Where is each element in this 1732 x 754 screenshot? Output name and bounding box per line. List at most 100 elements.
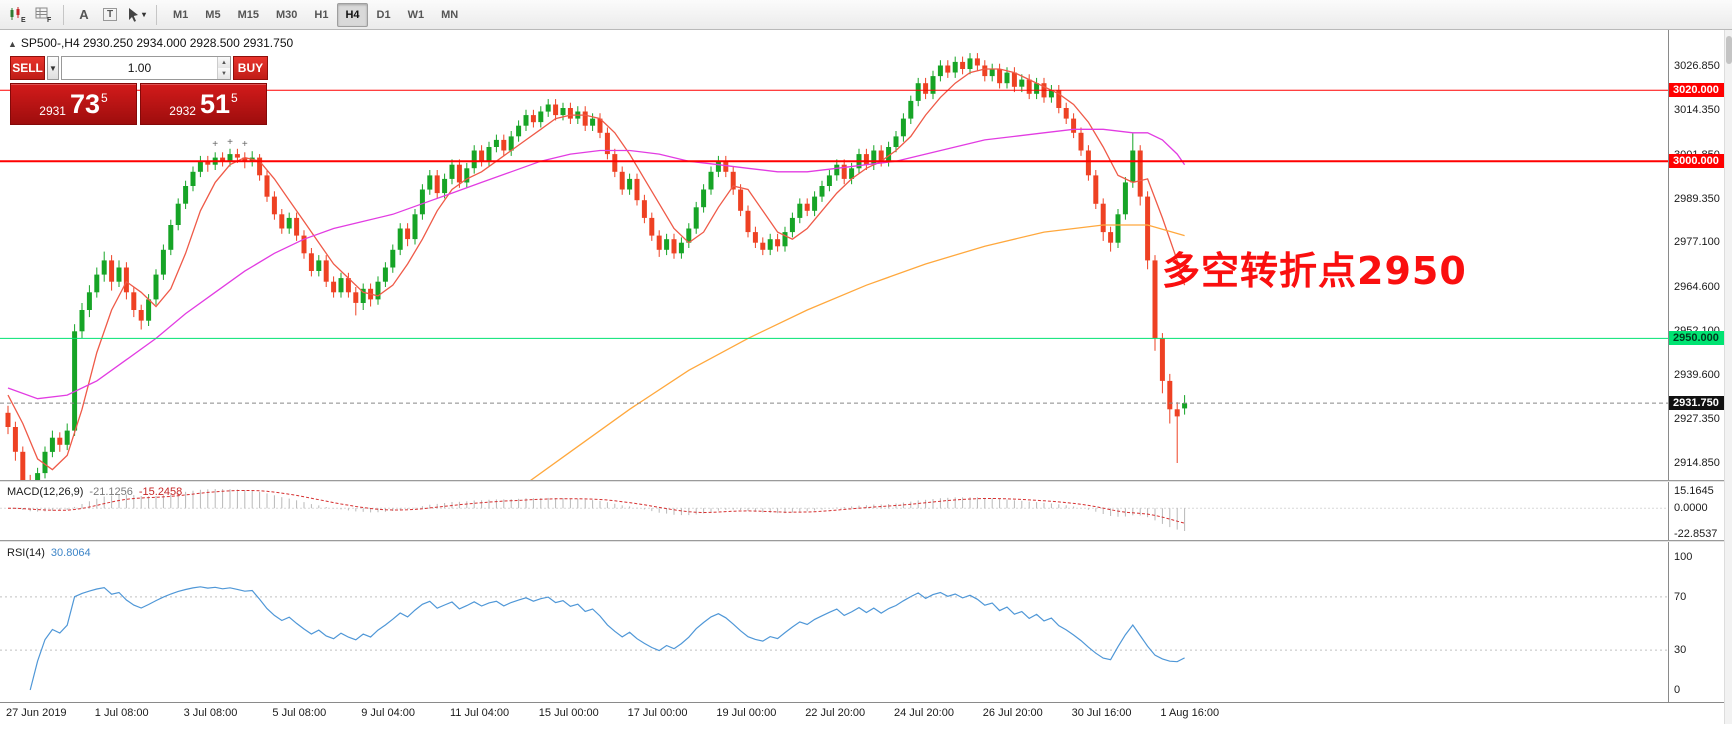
rsi-line bbox=[29, 586, 1185, 691]
volume-dropdown-button[interactable]: ▼ bbox=[47, 56, 59, 80]
candle-body bbox=[109, 260, 115, 282]
tf-button-m1[interactable]: M1 bbox=[173, 8, 189, 21]
price-axis[interactable]: 3026.8503014.3503001.8502989.3502977.100… bbox=[1668, 30, 1725, 724]
cursor-tool-button[interactable]: ▾ bbox=[124, 3, 148, 27]
candle-body bbox=[1108, 232, 1114, 243]
candle-body bbox=[1011, 72, 1017, 87]
candle-body bbox=[649, 217, 655, 236]
candle-body bbox=[1048, 90, 1054, 98]
stepper-down-icon[interactable]: ▼ bbox=[217, 68, 230, 79]
rsi-chart[interactable] bbox=[0, 542, 1668, 702]
macd-axis-label: 15.1645 bbox=[1674, 485, 1714, 497]
tf-button-m5[interactable]: M5 bbox=[205, 8, 221, 21]
candle-body bbox=[1167, 380, 1173, 410]
macd-axis-label: 0.0000 bbox=[1674, 502, 1708, 515]
candle-body bbox=[360, 288, 366, 303]
time-axis[interactable]: 27 Jun 2019 1 Jul 08:00 3 Jul 08:00 5 Jul 0… bbox=[0, 702, 1724, 724]
macd-axis-label: -22.8537 bbox=[1674, 528, 1718, 540]
candle-body bbox=[449, 164, 455, 179]
rsi-value: 30.8064 bbox=[50, 547, 91, 559]
time-label: 24 Jul 20:00 bbox=[894, 707, 954, 719]
ma-fast-line bbox=[7, 68, 1186, 471]
panel-splitter[interactable] bbox=[0, 540, 1724, 542]
candle-body bbox=[286, 217, 292, 229]
candle-body bbox=[723, 161, 729, 172]
time-label: 5 Jul 08:00 bbox=[272, 707, 327, 719]
time-label: 3 Jul 08:00 bbox=[183, 707, 238, 719]
candle-body bbox=[220, 157, 226, 162]
text-label-button[interactable]: A bbox=[79, 7, 89, 22]
rsi-axis-label: 30 bbox=[1674, 644, 1687, 657]
ma-slow-line bbox=[530, 224, 1185, 480]
candle-body bbox=[35, 473, 41, 480]
candle-body bbox=[205, 161, 211, 165]
volume-input[interactable] bbox=[61, 57, 217, 79]
buy-price-prefix: 2932 bbox=[169, 104, 196, 118]
price-axis-label: 3014.350 bbox=[1674, 104, 1720, 117]
main-chart[interactable]: + + + bbox=[0, 30, 1668, 480]
candle-body bbox=[886, 147, 892, 162]
candle-body bbox=[693, 207, 699, 229]
macd-indicator-label: MACD(12,26,9) -21.1256 -15.2458 bbox=[7, 486, 182, 498]
candle-body bbox=[1145, 196, 1151, 261]
candle-body bbox=[553, 104, 559, 116]
time-label: 15 Jul 00:00 bbox=[538, 707, 599, 719]
buy-price-tile[interactable]: 2932 51 5 bbox=[140, 83, 267, 125]
grid-button[interactable]: F bbox=[31, 3, 55, 27]
vertical-scrollbar[interactable] bbox=[1724, 30, 1732, 724]
panel-splitter[interactable] bbox=[0, 480, 1724, 482]
candle-body bbox=[86, 292, 92, 310]
sell-price-tile[interactable]: 2931 73 5 bbox=[10, 83, 137, 125]
candle-body bbox=[597, 118, 603, 133]
tf-button-mn[interactable]: MN bbox=[441, 8, 459, 21]
chart-title-text: SP500-,H4 2930.250 2934.000 2928.500 293… bbox=[20, 36, 294, 50]
candle-body bbox=[397, 228, 403, 250]
candle-body bbox=[1071, 118, 1077, 133]
candle-body bbox=[974, 58, 980, 66]
text-box-button[interactable]: T bbox=[98, 3, 122, 27]
candle-body bbox=[5, 412, 11, 427]
buy-price-big: 51 bbox=[199, 88, 231, 119]
candle-body bbox=[701, 189, 707, 208]
buy-button[interactable]: BUY bbox=[232, 56, 268, 80]
candle-chart-button[interactable]: E bbox=[5, 3, 29, 27]
candle-body bbox=[116, 267, 122, 282]
object-marker: + bbox=[212, 139, 218, 150]
candle-body bbox=[619, 171, 625, 190]
chevron-down-icon: ▾ bbox=[141, 10, 146, 19]
candle-body bbox=[560, 108, 566, 116]
candle-body bbox=[419, 189, 425, 215]
rsi-axis-label: 0 bbox=[1674, 684, 1681, 696]
candle-body bbox=[656, 235, 662, 250]
candle-body bbox=[183, 186, 189, 204]
current-price-badge: 2931.750 bbox=[1669, 396, 1725, 411]
stepper-up-icon[interactable]: ▲ bbox=[217, 57, 230, 68]
tf-button-h1[interactable]: H1 bbox=[314, 8, 329, 21]
time-label: 26 Jul 20:00 bbox=[982, 707, 1043, 719]
tf-button-m30[interactable]: M30 bbox=[275, 8, 298, 21]
candle-body bbox=[316, 260, 322, 271]
chart-title: ▲ SP500-,H4 2930.250 2934.000 2928.500 29… bbox=[8, 36, 293, 50]
tf-button-d1[interactable]: D1 bbox=[376, 8, 391, 21]
candle-body bbox=[197, 161, 203, 172]
candle-body bbox=[345, 278, 351, 293]
tf-button-w1[interactable]: W1 bbox=[407, 8, 425, 21]
sell-button[interactable]: SELL bbox=[10, 56, 46, 80]
candle-body bbox=[871, 150, 877, 165]
tf-button-m15[interactable]: M15 bbox=[237, 8, 259, 21]
candle-body bbox=[49, 437, 55, 452]
candle-body bbox=[1182, 403, 1188, 409]
scrollbar-thumb[interactable] bbox=[1726, 36, 1732, 64]
candle-body bbox=[530, 115, 536, 123]
candle-body bbox=[331, 281, 337, 293]
candle-body bbox=[678, 242, 684, 254]
grid-icon: F bbox=[35, 7, 52, 23]
hline-price-badge: 3000.000 bbox=[1669, 154, 1725, 169]
svg-text:F: F bbox=[47, 17, 52, 23]
tf-button-h4[interactable]: H4 bbox=[337, 2, 368, 27]
candle-body bbox=[1152, 260, 1158, 339]
macd-chart[interactable] bbox=[0, 482, 1668, 540]
time-label: 1 Jul 08:00 bbox=[94, 707, 149, 719]
candle-body bbox=[634, 178, 640, 201]
candle-body bbox=[664, 239, 670, 250]
